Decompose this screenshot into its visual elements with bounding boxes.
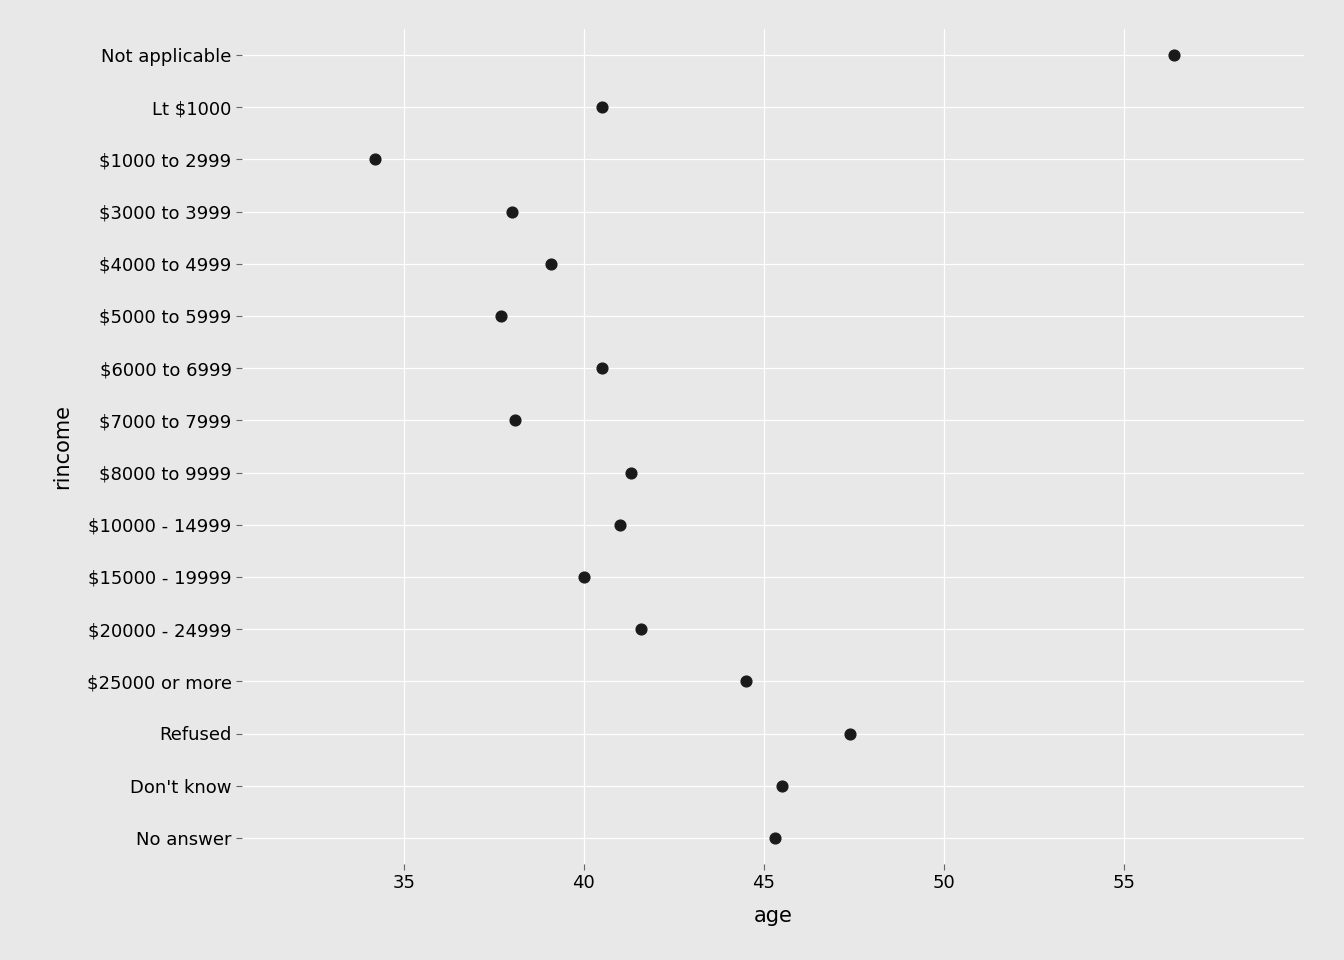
X-axis label: age: age <box>754 906 792 926</box>
Point <box>505 413 527 428</box>
Point <box>735 674 757 689</box>
Point <box>501 204 523 219</box>
Point <box>591 360 613 375</box>
Y-axis label: rincome: rincome <box>52 404 73 489</box>
Point <box>763 830 785 846</box>
Point <box>364 152 386 167</box>
Point <box>840 726 862 741</box>
Point <box>573 569 594 585</box>
Point <box>630 621 652 636</box>
Point <box>540 256 562 272</box>
Point <box>491 308 512 324</box>
Point <box>609 517 630 533</box>
Point <box>591 100 613 115</box>
Point <box>620 465 641 480</box>
Point <box>1164 47 1185 62</box>
Point <box>771 778 793 793</box>
